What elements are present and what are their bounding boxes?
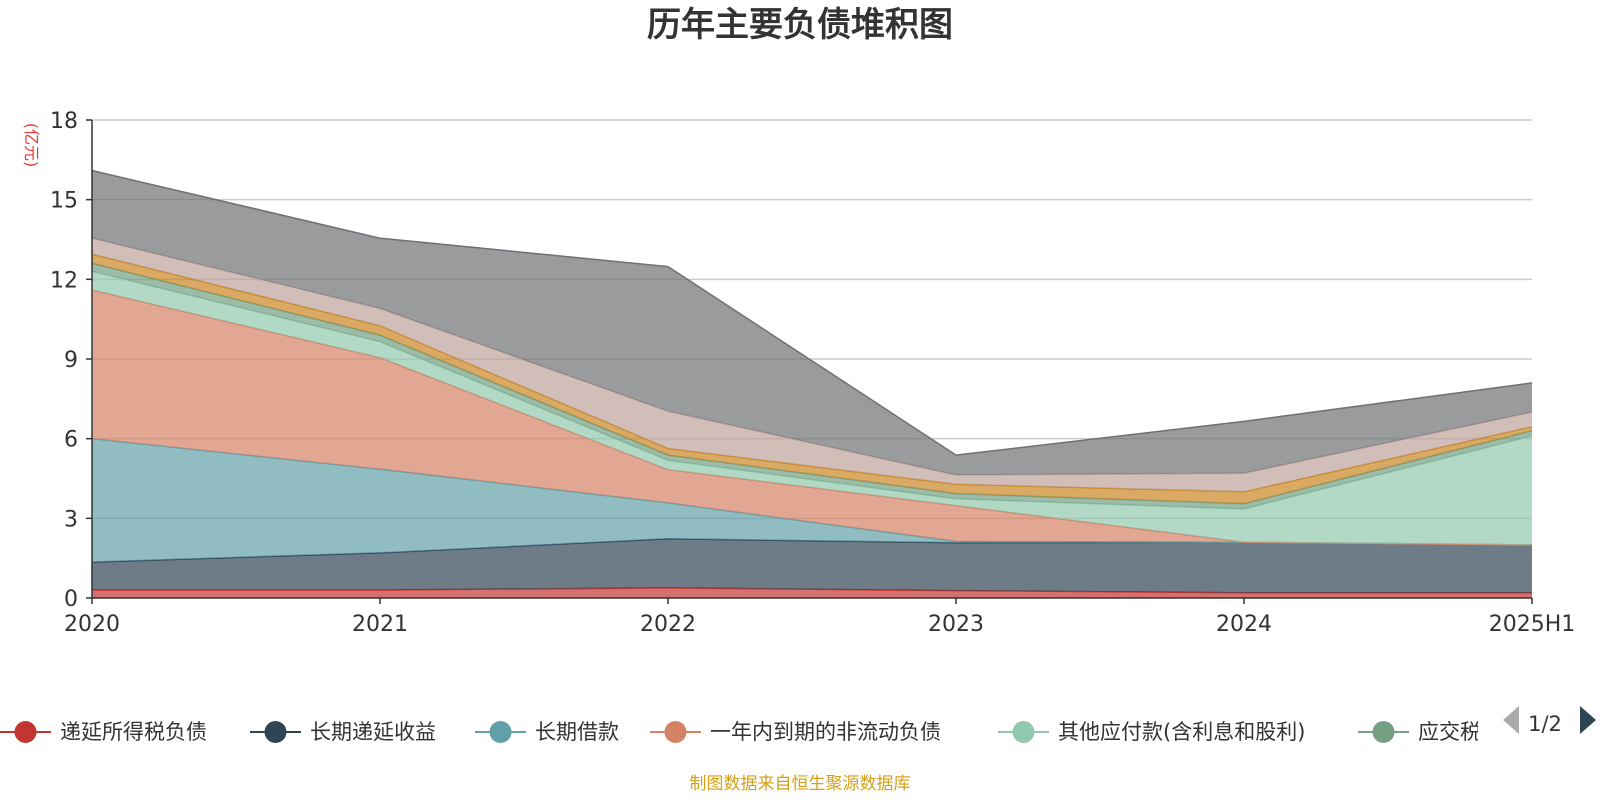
legend-item[interactable]: 长期借款: [475, 720, 619, 744]
legend-label: 一年内到期的非流动负债: [710, 720, 941, 744]
area-series-0: [92, 587, 1532, 598]
axes: 0 3 6 9 12 15 18 2020 2021 2022 2023 2024 2025H1: [50, 109, 1575, 637]
x-tick-label: 2024: [1216, 612, 1272, 637]
x-tick-label: 2021: [352, 612, 408, 637]
y-tick-label: 0: [64, 587, 78, 612]
legend-item[interactable]: 其他应付款(含利息和股利): [998, 720, 1305, 744]
area-series-4: [92, 271, 1532, 545]
legend-label: 其他应付款(含利息和股利): [1058, 720, 1305, 744]
y-tick-label: 15: [50, 189, 78, 214]
legend-item[interactable]: 应交税费: [1358, 720, 1502, 744]
legend-next-triangle-right-icon[interactable]: [1580, 706, 1596, 734]
x-tick-label: 2025H1: [1489, 612, 1576, 637]
area-series-group: [91, 169, 1533, 598]
y-axis-unit-label: (亿元): [22, 123, 41, 168]
legend-pagination[interactable]: 1/2: [1503, 706, 1596, 736]
legend-item[interactable]: 一年内到期的非流动负债: [650, 720, 941, 744]
legend-label: 应交税费: [1418, 720, 1502, 744]
legend-circle-marker: [264, 721, 287, 743]
legend-label: 长期借款: [535, 720, 619, 744]
x-tick-label: 2023: [928, 612, 984, 637]
area-series-1: [92, 538, 1532, 593]
y-tick-label: 3: [64, 507, 78, 532]
legend-circle-marker: [489, 721, 512, 743]
y-tick-label: 12: [50, 268, 78, 293]
legend-item[interactable]: 递延所得税负债: [0, 720, 207, 744]
legend-circle-marker: [1372, 721, 1395, 743]
chart-title: 历年主要负债堆积图: [647, 5, 953, 45]
legend-item[interactable]: 长期递延收益: [250, 720, 436, 744]
legend-items: 递延所得税负债 长期递延收益 长期借款 一年内到期的非流动负债 其他应付款(含利息和股利…: [0, 720, 1502, 744]
y-tick-label: 6: [64, 428, 78, 453]
area-series-3: [92, 290, 1532, 545]
area-series-line-8: [91, 169, 1533, 456]
legend-circle-marker: [14, 721, 37, 743]
data-source-note: 制图数据来自恒生聚源数据库: [690, 774, 911, 794]
legend: 递延所得税负债 长期递延收益 长期借款 一年内到期的非流动负债 其他应付款(含利息和股利…: [0, 720, 1502, 744]
legend-page-indicator: 1/2: [1528, 712, 1562, 736]
x-tick-label: 2022: [640, 612, 696, 637]
x-tick-label: 2020: [64, 612, 120, 637]
legend-label: 长期递延收益: [310, 720, 436, 744]
area-series-8: [92, 170, 1532, 475]
legend-prev-triangle-left-icon[interactable]: [1503, 706, 1519, 734]
legend-circle-marker: [664, 721, 687, 743]
area-series-2: [92, 438, 1532, 563]
y-tick-label: 9: [64, 348, 78, 373]
y-tick-label: 18: [50, 109, 78, 134]
legend-label: 递延所得税负债: [60, 720, 207, 744]
legend-circle-marker: [1012, 721, 1035, 743]
